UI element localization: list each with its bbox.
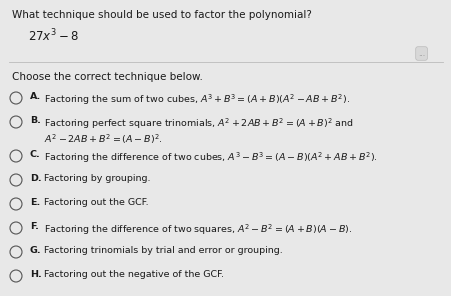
Text: Choose the correct technique below.: Choose the correct technique below. bbox=[12, 72, 202, 82]
Text: Factoring out the GCF.: Factoring out the GCF. bbox=[44, 198, 148, 207]
Text: Factoring trinomials by trial and error or grouping.: Factoring trinomials by trial and error … bbox=[44, 246, 282, 255]
Text: B.: B. bbox=[30, 116, 41, 125]
Text: $27x^3-8$: $27x^3-8$ bbox=[28, 28, 79, 45]
Text: What technique should be used to factor the polynomial?: What technique should be used to factor … bbox=[12, 10, 311, 20]
Text: ...: ... bbox=[417, 49, 424, 58]
Text: G.: G. bbox=[30, 246, 41, 255]
Text: Factoring the difference of two squares, $A^2-B^2=(A+B)(A-B)$.: Factoring the difference of two squares,… bbox=[44, 222, 351, 237]
Text: A.: A. bbox=[30, 92, 41, 101]
Text: C.: C. bbox=[30, 150, 41, 159]
Text: F.: F. bbox=[30, 222, 39, 231]
Text: Factoring the difference of two cubes, $A^3-B^3=(A-B)\left(A^2+AB+B^2\right)$.: Factoring the difference of two cubes, $… bbox=[44, 150, 377, 165]
Text: Factoring out the negative of the GCF.: Factoring out the negative of the GCF. bbox=[44, 270, 224, 279]
Text: Factoring by grouping.: Factoring by grouping. bbox=[44, 174, 150, 183]
Text: Factoring the sum of two cubes, $A^3+B^3=(A+B)\left(A^2-AB+B^2\right)$.: Factoring the sum of two cubes, $A^3+B^3… bbox=[44, 92, 349, 107]
Text: H.: H. bbox=[30, 270, 41, 279]
Text: D.: D. bbox=[30, 174, 41, 183]
Text: E.: E. bbox=[30, 198, 40, 207]
Text: Factoring perfect square trinomials, $A^2+2AB+B^2=(A+B)^2$ and $A^2-2AB+B^2=(A-B: Factoring perfect square trinomials, $A^… bbox=[44, 116, 353, 146]
